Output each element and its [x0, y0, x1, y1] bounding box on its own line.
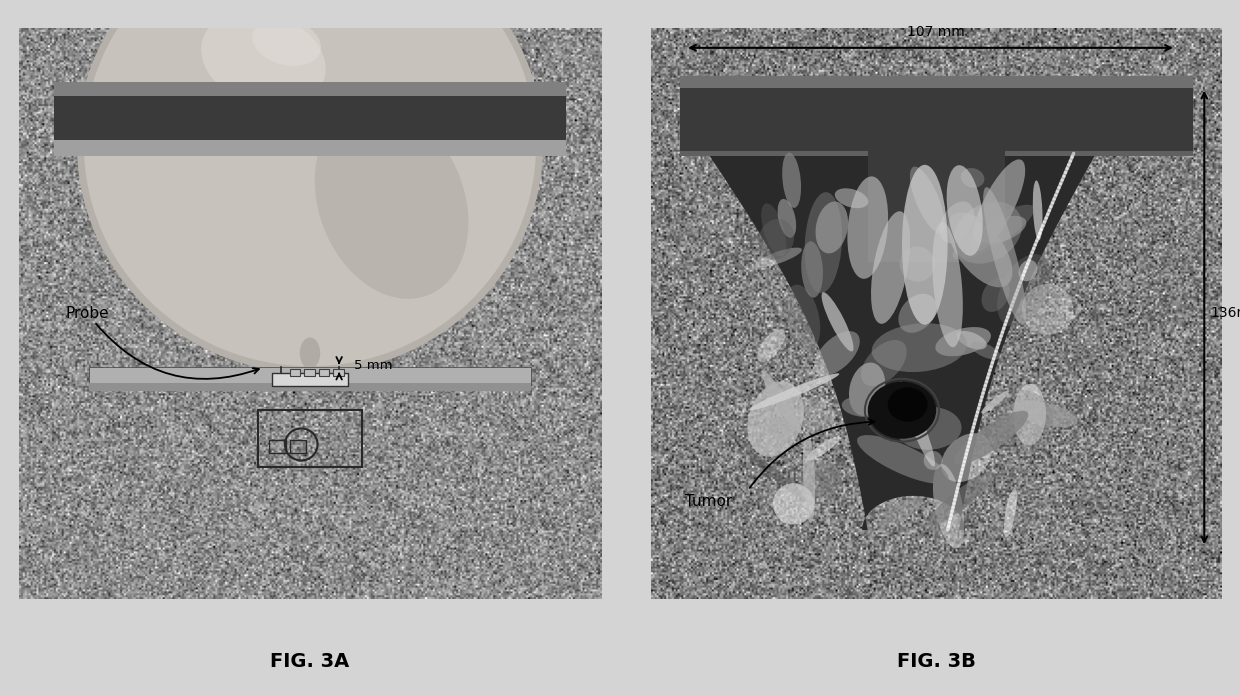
Ellipse shape [924, 451, 942, 470]
Ellipse shape [941, 433, 992, 482]
Polygon shape [77, 0, 543, 373]
Ellipse shape [981, 390, 1009, 413]
Ellipse shape [947, 212, 1012, 287]
Bar [868, 148, 1004, 262]
Bar [334, 369, 343, 376]
Ellipse shape [315, 105, 469, 299]
Ellipse shape [761, 203, 786, 256]
Ellipse shape [815, 331, 859, 376]
Circle shape [84, 0, 536, 366]
Ellipse shape [935, 327, 991, 356]
Text: 136mm: 136mm [1210, 306, 1240, 320]
Ellipse shape [1022, 284, 1073, 335]
Bar [319, 369, 330, 376]
Bar [53, 141, 567, 157]
Ellipse shape [878, 497, 923, 528]
Ellipse shape [899, 294, 936, 333]
Ellipse shape [769, 417, 792, 442]
Ellipse shape [977, 216, 1027, 244]
Ellipse shape [983, 187, 1027, 325]
Ellipse shape [800, 397, 835, 434]
Ellipse shape [1013, 384, 1047, 445]
Ellipse shape [745, 450, 808, 503]
Ellipse shape [758, 329, 785, 362]
Ellipse shape [857, 435, 949, 484]
Ellipse shape [801, 242, 823, 298]
Ellipse shape [761, 370, 801, 434]
Ellipse shape [910, 166, 945, 233]
Bar [290, 441, 306, 453]
Ellipse shape [822, 292, 853, 351]
Text: 107 mm: 107 mm [908, 25, 965, 39]
Ellipse shape [997, 254, 1052, 326]
Ellipse shape [802, 432, 815, 523]
Text: Probe: Probe [66, 306, 109, 321]
Ellipse shape [759, 219, 794, 260]
Ellipse shape [847, 176, 888, 279]
Bar [53, 82, 567, 96]
Ellipse shape [888, 388, 928, 422]
Ellipse shape [201, 11, 326, 107]
Polygon shape [708, 153, 1096, 530]
Ellipse shape [954, 202, 1022, 264]
Text: FIG. 3A: FIG. 3A [270, 651, 350, 671]
Ellipse shape [868, 381, 936, 438]
Bar [53, 90, 567, 142]
Ellipse shape [800, 462, 842, 498]
Ellipse shape [806, 436, 839, 461]
Ellipse shape [895, 406, 961, 450]
Ellipse shape [952, 205, 1034, 260]
Ellipse shape [1033, 180, 1043, 240]
Bar [290, 369, 300, 376]
Text: Tumor: Tumor [686, 494, 733, 509]
Bar [680, 77, 1193, 88]
Ellipse shape [971, 342, 1001, 360]
Ellipse shape [1011, 400, 1078, 427]
Ellipse shape [773, 483, 815, 525]
Ellipse shape [901, 165, 947, 324]
Ellipse shape [816, 201, 848, 253]
Ellipse shape [870, 212, 910, 324]
Ellipse shape [956, 331, 987, 349]
Bar [304, 369, 315, 376]
Ellipse shape [253, 18, 321, 66]
Ellipse shape [946, 165, 983, 255]
Text: 5 mm: 5 mm [353, 359, 392, 372]
Ellipse shape [1004, 488, 1017, 537]
Ellipse shape [899, 381, 935, 466]
Bar [272, 373, 348, 386]
Ellipse shape [972, 159, 1025, 251]
Ellipse shape [861, 340, 906, 386]
Ellipse shape [748, 381, 804, 457]
Bar [88, 367, 532, 384]
Ellipse shape [1018, 260, 1038, 281]
Ellipse shape [954, 411, 1028, 464]
Ellipse shape [849, 363, 885, 416]
Ellipse shape [961, 168, 985, 188]
Ellipse shape [749, 373, 839, 410]
Ellipse shape [996, 390, 1054, 453]
Ellipse shape [932, 464, 965, 548]
Ellipse shape [805, 192, 842, 293]
Ellipse shape [928, 472, 996, 525]
Bar [258, 410, 362, 467]
Ellipse shape [300, 338, 320, 369]
Bar [269, 441, 285, 453]
Ellipse shape [973, 221, 982, 242]
Ellipse shape [900, 246, 935, 282]
Bar [88, 383, 532, 391]
Ellipse shape [940, 201, 975, 244]
Ellipse shape [777, 199, 796, 238]
Ellipse shape [842, 397, 883, 417]
Bar [680, 150, 1193, 157]
Ellipse shape [835, 189, 868, 208]
Ellipse shape [785, 285, 820, 351]
Ellipse shape [932, 222, 962, 347]
Text: FIG. 3B: FIG. 3B [897, 651, 976, 671]
Bar [680, 85, 1193, 153]
Ellipse shape [755, 248, 802, 267]
Ellipse shape [872, 323, 967, 372]
Ellipse shape [782, 152, 801, 208]
Ellipse shape [982, 278, 1009, 312]
